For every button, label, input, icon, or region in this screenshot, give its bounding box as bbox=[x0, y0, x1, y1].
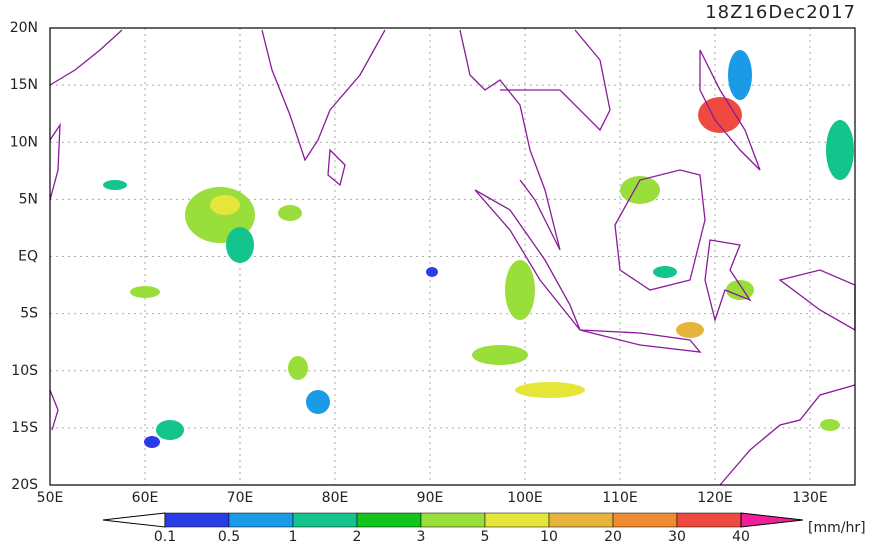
lat-label: 20N bbox=[10, 20, 38, 36]
colorbar-swatch bbox=[484, 512, 550, 528]
rain-cell bbox=[426, 267, 438, 277]
colorbar-end bbox=[740, 512, 804, 528]
lon-label: 80E bbox=[322, 490, 349, 506]
rain-cell bbox=[726, 280, 754, 300]
lon-label: 70E bbox=[227, 490, 254, 506]
timestamp: 18Z16Dec2017 bbox=[705, 2, 856, 23]
coastline bbox=[49, 122, 61, 431]
lon-label: 90E bbox=[417, 490, 444, 506]
rain-cell bbox=[144, 436, 160, 448]
lon-label: 110E bbox=[602, 490, 638, 506]
colorbar-label: 30 bbox=[668, 529, 686, 544]
lon-label: 100E bbox=[507, 490, 543, 506]
rain-cell bbox=[130, 286, 160, 298]
rain-cell bbox=[820, 419, 840, 431]
coastline bbox=[459, 29, 561, 251]
colorbar-swatch bbox=[420, 512, 486, 528]
rain-cell bbox=[515, 382, 585, 398]
lat-label: 15S bbox=[11, 420, 38, 436]
rain-cell bbox=[472, 345, 528, 365]
colorbar-label: 20 bbox=[604, 529, 622, 544]
coastlines bbox=[49, 29, 856, 486]
rain-cell bbox=[505, 260, 535, 320]
lat-label: 10N bbox=[10, 134, 38, 150]
colorbar: 0.1 0.5 1 2 3 5 10 20 30 40 [mm/hr] bbox=[102, 512, 866, 544]
rain-cell bbox=[103, 180, 127, 190]
lat-label: 20S bbox=[11, 477, 38, 493]
rain-cell bbox=[156, 420, 184, 440]
lat-label: EQ bbox=[18, 249, 38, 265]
rain-cell bbox=[278, 205, 302, 221]
lon-label: 120E bbox=[697, 490, 733, 506]
colorbar-unit: [mm/hr] bbox=[808, 520, 866, 536]
lon-label: 50E bbox=[37, 490, 64, 506]
colorbar-label: 5 bbox=[481, 529, 490, 544]
rain-cell bbox=[698, 97, 742, 133]
rain-cell bbox=[226, 227, 254, 263]
coastline bbox=[778, 269, 856, 332]
colorbar-swatch bbox=[228, 512, 294, 528]
coastline bbox=[614, 169, 706, 291]
coastline bbox=[704, 239, 752, 323]
coastline bbox=[579, 329, 702, 353]
rain-cell bbox=[306, 390, 330, 414]
colorbar-swatch bbox=[676, 512, 742, 528]
colorbar-swatch bbox=[356, 512, 422, 528]
colorbar-swatch bbox=[164, 512, 230, 528]
colorbar-label: 2 bbox=[353, 529, 362, 544]
rain-cell bbox=[210, 195, 240, 215]
rain-cell bbox=[676, 322, 704, 338]
rain-cell bbox=[826, 120, 854, 180]
lon-label: 130E bbox=[792, 490, 828, 506]
coastline bbox=[49, 29, 123, 86]
colorbar-label: 0.5 bbox=[218, 529, 240, 544]
colorbar-swatch bbox=[612, 512, 678, 528]
colorbar-label: 0.1 bbox=[154, 529, 176, 544]
lat-label: 5S bbox=[20, 306, 38, 322]
colorbar-swatch bbox=[548, 512, 614, 528]
coastline bbox=[474, 189, 581, 331]
map-frame bbox=[49, 27, 856, 486]
coastline bbox=[261, 29, 386, 162]
rain-cell bbox=[288, 356, 308, 380]
colorbar-label: 40 bbox=[732, 529, 750, 544]
colorbar-label: 1 bbox=[289, 529, 298, 544]
colorbar-label: 10 bbox=[540, 529, 558, 544]
colorbar-end bbox=[102, 512, 166, 528]
coastline bbox=[699, 49, 761, 171]
colorbar-swatch bbox=[292, 512, 358, 528]
rain-cell bbox=[653, 266, 677, 278]
lat-label: 10S bbox=[11, 363, 38, 379]
grid bbox=[50, 28, 855, 485]
coastline bbox=[327, 148, 346, 187]
rain bbox=[103, 50, 854, 448]
lat-label: 15N bbox=[10, 77, 38, 93]
colorbar-label: 3 bbox=[417, 529, 426, 544]
coastline bbox=[719, 384, 856, 486]
coastline bbox=[500, 29, 611, 132]
lat-label: 5N bbox=[19, 191, 38, 207]
rain-cell bbox=[728, 50, 752, 100]
lon-label: 60E bbox=[132, 490, 159, 506]
